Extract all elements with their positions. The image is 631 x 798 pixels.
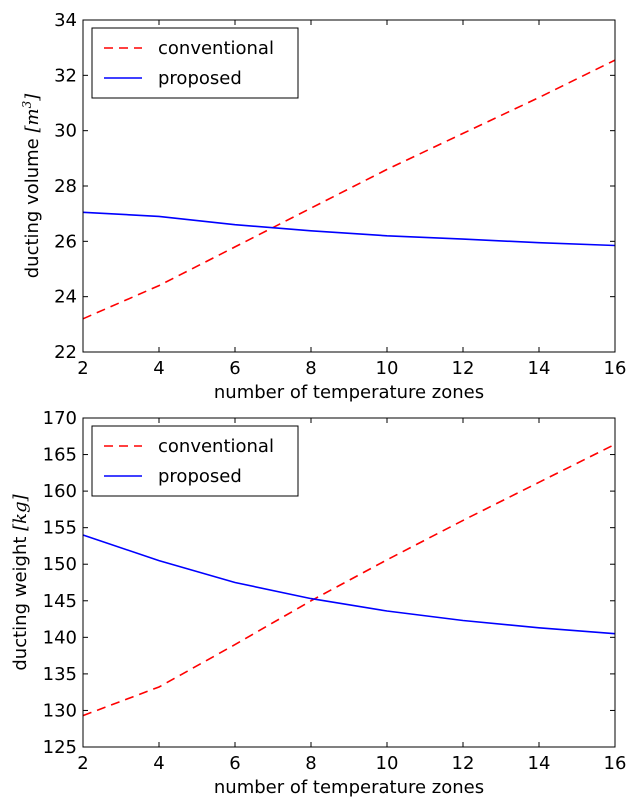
legend: conventional proposed bbox=[91, 27, 299, 99]
y-axis-label-bracket-close: ] bbox=[22, 93, 43, 102]
y-axis-label-bracket-open: [ bbox=[10, 523, 31, 531]
axes-frame bbox=[82, 417, 616, 748]
y-axis-label-unit: kg bbox=[10, 501, 31, 523]
y-tick-label: 28 bbox=[54, 176, 77, 197]
x-tick-label: 12 bbox=[452, 358, 475, 379]
x-tick-label: 4 bbox=[153, 358, 164, 379]
y-tick-label: 24 bbox=[54, 287, 77, 308]
x-tick-label: 2 bbox=[77, 358, 88, 379]
x-tick-label: 16 bbox=[604, 358, 627, 379]
x-tick-label: 14 bbox=[528, 753, 551, 774]
x-tick-label: 12 bbox=[452, 753, 475, 774]
x-tick-label: 16 bbox=[604, 753, 627, 774]
legend-label-proposed: proposed bbox=[158, 466, 242, 487]
y-axis-label-text: ducting volume bbox=[22, 133, 43, 279]
x-tick-label: 6 bbox=[229, 753, 240, 774]
legend-box bbox=[91, 27, 299, 99]
y-axis-label-unit: m bbox=[22, 108, 43, 125]
y-axis-label-bracket-close: ] bbox=[10, 493, 31, 502]
series-line-conventional bbox=[82, 59, 616, 320]
y-tick-label: 130 bbox=[43, 700, 77, 721]
x-tick-label: 14 bbox=[528, 358, 551, 379]
legend-box bbox=[91, 425, 299, 497]
x-tick-label: 8 bbox=[305, 753, 316, 774]
legend-label-conventional: conventional bbox=[158, 38, 274, 59]
y-tick-label: 160 bbox=[43, 481, 77, 502]
y-tick-label: 145 bbox=[43, 591, 77, 612]
x-tick-label: 4 bbox=[153, 753, 164, 774]
series-line-proposed bbox=[82, 534, 616, 635]
series-line-conventional bbox=[82, 443, 616, 717]
legend-label-proposed: proposed bbox=[158, 68, 242, 89]
y-tick-label: 150 bbox=[43, 554, 77, 575]
y-tick-label: 135 bbox=[43, 664, 77, 685]
y-axis-label: ducting volume [m3] bbox=[20, 93, 43, 279]
x-axis-label: number of temperature zones bbox=[214, 777, 484, 798]
x-tick-label: 2 bbox=[77, 753, 88, 774]
y-axis-label: ducting weight [kg] bbox=[10, 493, 31, 670]
legend-label-conventional: conventional bbox=[158, 436, 274, 457]
chart-panel-2: 2 4 6 8 10 12 14 16 125 130 135 140 145 150 155 160 165 1… bbox=[10, 408, 626, 798]
legend: conventional proposed bbox=[91, 425, 299, 497]
x-tick-label: 8 bbox=[305, 358, 316, 379]
y-tick-label: 155 bbox=[43, 518, 77, 539]
y-tick-label: 30 bbox=[54, 121, 77, 142]
x-tick-label: 10 bbox=[376, 753, 399, 774]
y-axis-label-text: ducting weight bbox=[10, 531, 31, 671]
x-tick-label: 10 bbox=[376, 358, 399, 379]
y-axis-label-bracket-open: [ bbox=[22, 125, 43, 133]
y-tick-label: 140 bbox=[43, 627, 77, 648]
series-line-proposed bbox=[82, 211, 616, 247]
y-tick-label: 32 bbox=[54, 65, 77, 86]
x-tick-label: 6 bbox=[229, 358, 240, 379]
y-tick-label: 170 bbox=[43, 408, 77, 429]
x-axis-label: number of temperature zones bbox=[214, 382, 484, 403]
y-tick-label: 22 bbox=[54, 342, 77, 363]
y-tick-label: 165 bbox=[43, 445, 77, 466]
y-axis-label-unit-exponent: 3 bbox=[20, 100, 34, 108]
y-tick-label: 34 bbox=[54, 10, 77, 31]
y-tick-label: 125 bbox=[43, 737, 77, 758]
y-tick-label: 26 bbox=[54, 231, 77, 252]
